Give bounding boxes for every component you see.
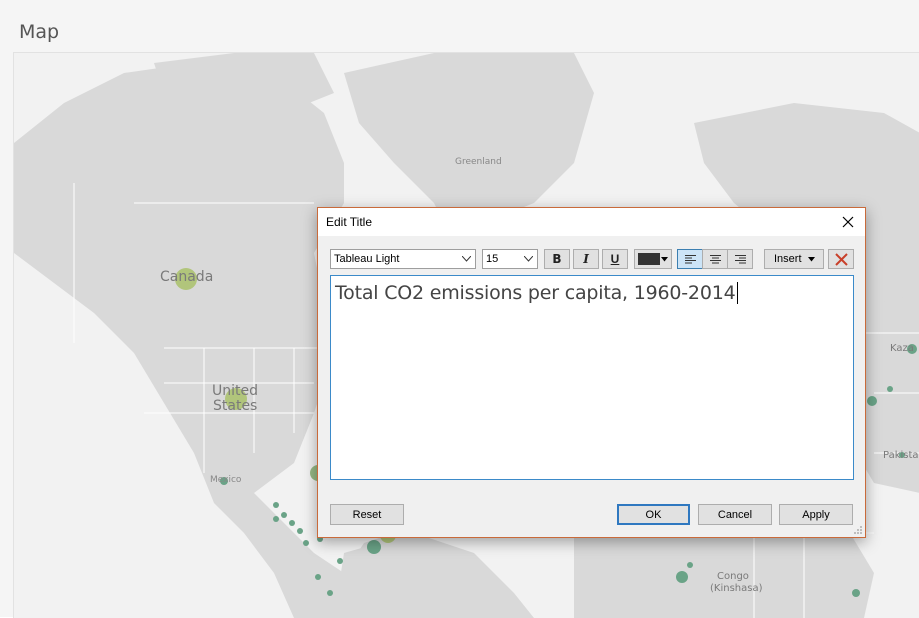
italic-button[interactable]: I <box>573 249 599 269</box>
bold-button[interactable]: B <box>544 249 570 269</box>
mark-ca-5 <box>273 516 279 522</box>
map-label-greenland: Greenland <box>455 157 502 167</box>
text-color-button[interactable] <box>634 249 672 269</box>
ok-button[interactable]: OK <box>617 504 690 525</box>
edit-title-dialog: Edit Title Tableau Light 15 B I U <box>317 207 866 538</box>
clear-formatting-button[interactable] <box>828 249 854 269</box>
resize-grip-icon[interactable] <box>853 525 863 535</box>
mark-af-3 <box>852 589 860 597</box>
mark-ca-1 <box>273 502 279 508</box>
bold-icon: B <box>552 252 562 266</box>
mark-venezuela <box>367 540 381 554</box>
mark-ca-4 <box>297 528 303 534</box>
map-label-mexico: Mexico <box>210 475 242 485</box>
insert-button[interactable]: Insert <box>764 249 824 269</box>
map-label-kazakhstan: Kaza <box>890 343 914 354</box>
map-label-congo-2: (Kinshasa) <box>710 583 763 594</box>
close-button[interactable] <box>837 212 859 232</box>
mark-ca-3 <box>289 520 295 526</box>
align-center-icon <box>709 254 721 263</box>
font-size-select[interactable]: 15 <box>482 249 538 269</box>
chevron-down-icon <box>524 256 533 262</box>
italic-icon: I <box>583 252 589 266</box>
cancel-button[interactable]: Cancel <box>698 504 772 525</box>
mark-as-3 <box>867 396 877 406</box>
mark-sa-1 <box>315 574 321 580</box>
arctic-islands <box>154 53 334 113</box>
align-left-icon <box>684 254 696 263</box>
mark-colombia <box>337 558 343 564</box>
map-label-united-states-1: United <box>212 383 258 399</box>
font-family-select[interactable]: Tableau Light <box>330 249 476 269</box>
caret-down-icon <box>808 257 815 262</box>
mark-mexico <box>220 477 228 485</box>
align-right-button[interactable] <box>727 249 753 269</box>
color-swatch <box>638 253 660 265</box>
align-right-icon <box>734 254 746 263</box>
underline-icon: U <box>610 252 620 266</box>
text-caret <box>736 282 738 304</box>
insert-label: Insert <box>774 253 802 265</box>
font-size-value: 15 <box>486 253 499 265</box>
mark-af-1 <box>676 571 688 583</box>
red-x-icon <box>834 252 848 266</box>
apply-button[interactable]: Apply <box>779 504 853 525</box>
formatting-toolbar: Tableau Light 15 B I U <box>330 249 854 271</box>
dialog-title: Edit Title <box>326 215 373 229</box>
map-label-canada: Canada <box>160 269 214 285</box>
mark-as-2 <box>887 386 893 392</box>
mark-ca-6 <box>303 540 309 546</box>
mark-sa-2 <box>327 590 333 596</box>
map-label-united-states-2: States <box>213 398 258 414</box>
south-america-land <box>334 533 534 618</box>
close-icon <box>842 216 854 228</box>
mark-af-2 <box>687 562 693 568</box>
map-label-pakistan: Pakista <box>883 450 919 461</box>
mark-as-4 <box>899 452 905 458</box>
mark-canada <box>175 268 197 290</box>
title-text-editor[interactable]: Total CO2 emissions per capita, 1960-201… <box>330 275 854 480</box>
sheet-title[interactable]: Map <box>19 21 60 43</box>
mark-united-states <box>225 388 247 410</box>
greenland-land <box>344 53 594 243</box>
align-left-button[interactable] <box>677 249 703 269</box>
reset-button[interactable]: Reset <box>330 504 404 525</box>
caret-down-icon <box>661 257 668 262</box>
map-label-congo-1: Congo <box>717 571 749 582</box>
underline-button[interactable]: U <box>602 249 628 269</box>
mark-as-1 <box>907 344 917 354</box>
align-center-button[interactable] <box>702 249 728 269</box>
mark-ca-2 <box>281 512 287 518</box>
dialog-titlebar[interactable]: Edit Title <box>318 208 865 236</box>
title-text: Total CO2 emissions per capita, 1960-201… <box>335 282 736 304</box>
font-family-value: Tableau Light <box>334 253 400 265</box>
chevron-down-icon <box>462 256 471 262</box>
editor-content: Total CO2 emissions per capita, 1960-201… <box>335 282 738 304</box>
